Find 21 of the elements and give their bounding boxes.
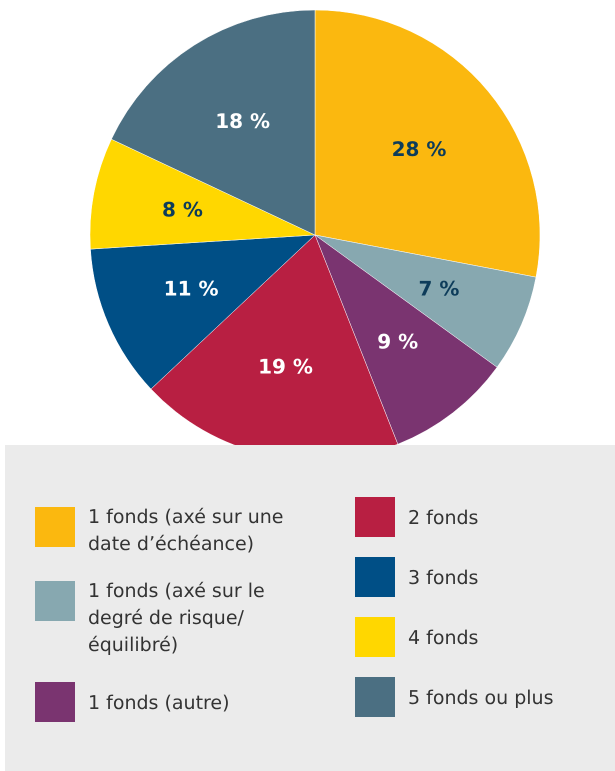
legend-item: 2 fonds xyxy=(355,497,478,537)
data-label: 11 % xyxy=(164,276,219,301)
legend-item: 3 fonds xyxy=(355,557,478,597)
data-label: 28 % xyxy=(392,136,446,161)
legend-label: 1 fonds (autre) xyxy=(88,692,230,714)
legend-label: 1 fonds (axé sur le degré de risque/ équilibré) xyxy=(88,580,265,656)
legend-item: 5 fonds ou plus xyxy=(355,677,554,717)
legend-label: 3 fonds xyxy=(408,567,478,589)
legend-item: 1 fonds (axé sur une date d’échéance) xyxy=(35,506,284,555)
legend-item: 1 fonds (axé sur le degré de risque/ équilibré) xyxy=(35,580,265,656)
legend-item: 1 fonds (autre) xyxy=(35,682,230,722)
legend-label: 5 fonds ou plus xyxy=(408,687,554,709)
data-label: 8 % xyxy=(162,198,203,222)
legend-label: 4 fonds xyxy=(408,627,478,649)
legend-label: 1 fonds (axé sur une date d’échéance) xyxy=(88,506,284,555)
legend-label: 2 fonds xyxy=(408,507,478,529)
data-label: 19 % xyxy=(258,354,313,379)
legend-item: 4 fonds xyxy=(355,617,478,657)
data-label: 7 % xyxy=(418,276,460,301)
data-label: 18 % xyxy=(215,109,270,134)
data-label: 9 % xyxy=(377,330,418,354)
